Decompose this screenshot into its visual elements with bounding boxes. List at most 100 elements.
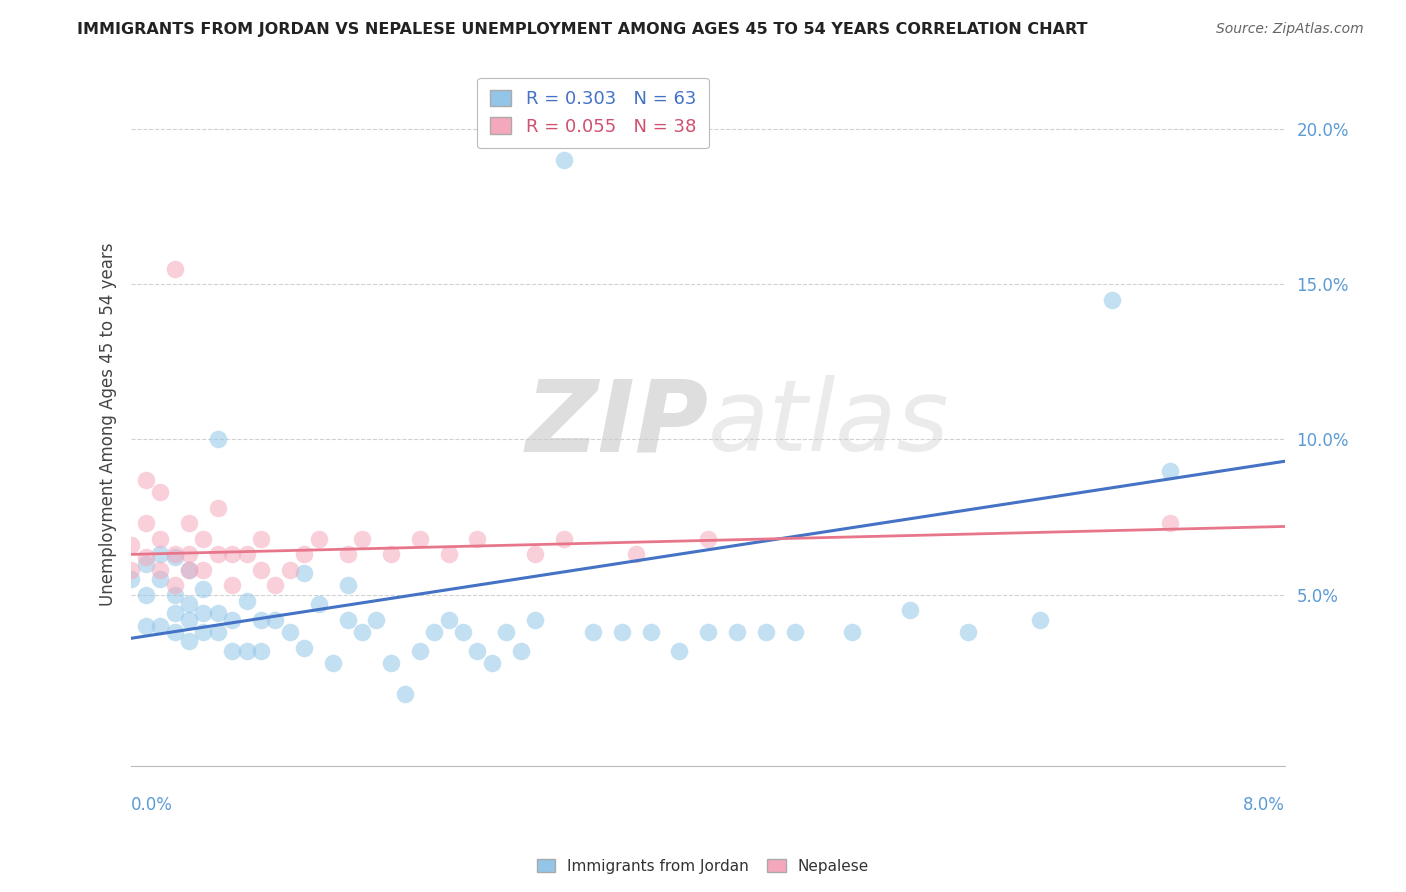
Point [308,597,330,611]
Point [350,532,373,546]
Point [264,578,287,592]
Point [193,582,215,596]
Point [409,532,432,546]
Point [163,550,186,565]
Y-axis label: Unemployment Among Ages 45 to 54 years: Unemployment Among Ages 45 to 54 years [100,242,117,606]
Point [336,548,359,562]
Point [336,613,359,627]
Point [481,656,503,670]
Point [1159,516,1181,531]
Point [308,532,330,546]
Point [278,563,301,577]
Point [451,625,474,640]
Point [149,548,172,562]
Point [221,548,243,562]
Point [135,557,157,571]
Point [437,613,460,627]
Point [135,473,157,487]
Point [582,625,605,640]
Point [149,485,172,500]
Point [135,550,157,565]
Point [120,563,142,577]
Point [697,625,720,640]
Point [207,548,229,562]
Point [423,625,446,640]
Point [956,625,979,640]
Point [250,613,273,627]
Text: ZIP: ZIP [526,376,709,473]
Point [235,643,257,657]
Point [120,572,142,586]
Point [264,613,287,627]
Text: atlas: atlas [709,376,950,473]
Point [207,607,229,621]
Point [524,548,547,562]
Point [250,563,273,577]
Point [207,433,229,447]
Point [135,516,157,531]
Point [394,687,416,701]
Point [725,625,748,640]
Point [553,532,575,546]
Point [120,538,142,552]
Point [221,578,243,592]
Legend: R = 0.303   N = 63, R = 0.055   N = 38: R = 0.303 N = 63, R = 0.055 N = 38 [477,78,709,148]
Point [292,640,315,655]
Point [668,643,690,657]
Point [755,625,778,640]
Point [610,625,633,640]
Point [193,607,215,621]
Point [177,548,200,562]
Point [193,625,215,640]
Point [193,532,215,546]
Point [350,625,373,640]
Point [163,607,186,621]
Point [783,625,806,640]
Point [235,548,257,562]
Text: IMMIGRANTS FROM JORDAN VS NEPALESE UNEMPLOYMENT AMONG AGES 45 TO 54 YEARS CORREL: IMMIGRANTS FROM JORDAN VS NEPALESE UNEMP… [77,22,1088,37]
Point [322,656,344,670]
Point [163,578,186,592]
Point [380,656,402,670]
Point [207,500,229,515]
Point [177,516,200,531]
Point [177,597,200,611]
Point [336,578,359,592]
Point [380,548,402,562]
Point [163,548,186,562]
Point [437,548,460,562]
Point [278,625,301,640]
Point [177,563,200,577]
Point [524,613,547,627]
Point [221,643,243,657]
Text: Source: ZipAtlas.com: Source: ZipAtlas.com [1216,22,1364,37]
Text: 8.0%: 8.0% [1243,797,1285,814]
Point [366,613,388,627]
Point [149,563,172,577]
Point [898,603,921,617]
Point [640,625,662,640]
Point [177,563,200,577]
Text: 0.0%: 0.0% [131,797,173,814]
Point [624,548,647,562]
Point [1159,463,1181,477]
Point [163,261,186,276]
Point [697,532,720,546]
Point [163,588,186,602]
Point [1029,613,1052,627]
Point [495,625,517,640]
Point [235,594,257,608]
Point [509,643,531,657]
Point [841,625,863,640]
Point [292,548,315,562]
Point [149,532,172,546]
Point [149,619,172,633]
Point [193,563,215,577]
Point [221,613,243,627]
Point [177,613,200,627]
Point [163,625,186,640]
Point [292,566,315,580]
Point [250,532,273,546]
Point [467,532,489,546]
Point [250,643,273,657]
